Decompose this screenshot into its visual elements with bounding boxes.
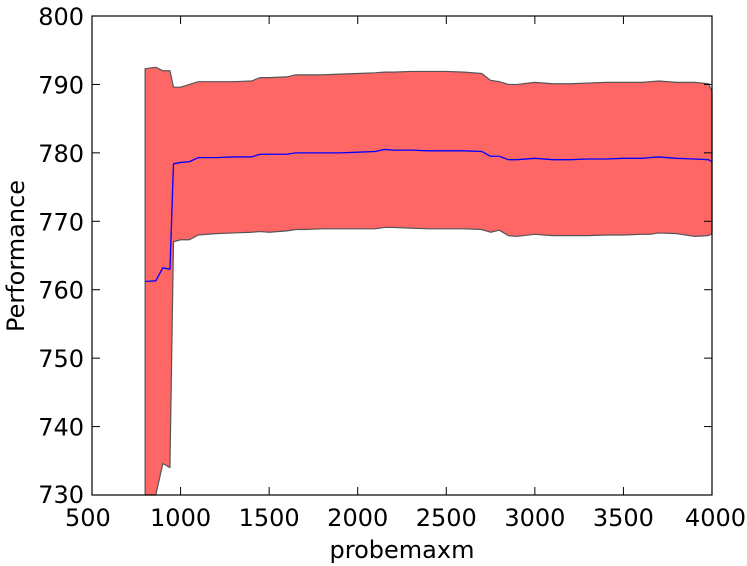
y-axis-label: Performance [2, 180, 30, 332]
x-tick-label: 4000 [685, 504, 746, 532]
plot-frame [91, 15, 713, 496]
ticks-layer [91, 15, 713, 496]
x-tick-label: 500 [65, 504, 111, 532]
x-axis-label: probemaxm [330, 536, 475, 564]
x-tick-label: 2000 [327, 504, 388, 532]
y-tick-label: 770 [38, 208, 84, 236]
mean-line [145, 148, 713, 283]
x-tick-labels: 500 1000 1500 2000 2500 3000 3500 4000 [65, 504, 746, 532]
y-tick-label: 740 [38, 414, 84, 442]
x-tick-label: 3500 [593, 504, 654, 532]
x-tick-label: 1500 [239, 504, 300, 532]
y-tick-label: 800 [38, 3, 84, 31]
y-tick-label: 780 [38, 140, 84, 168]
y-tick-labels: 730 740 750 760 770 780 790 800 [38, 3, 84, 509]
y-tick-label: 760 [38, 277, 84, 305]
x-tick-label: 3000 [504, 504, 565, 532]
line-layer [145, 148, 713, 283]
y-tick-label: 750 [38, 345, 84, 373]
x-tick-label: 1000 [150, 504, 211, 532]
x-tick-label: 2500 [416, 504, 477, 532]
y-tick-label: 730 [38, 481, 84, 509]
y-tick-label: 790 [38, 71, 84, 99]
